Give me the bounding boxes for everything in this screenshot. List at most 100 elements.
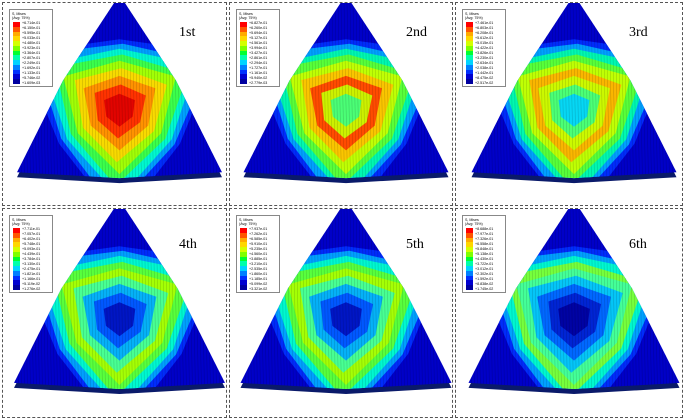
legend-value: +3.321e-02: [249, 287, 268, 291]
legend-value: +4.561e-01: [249, 41, 268, 45]
legend-value: +5.093e-01: [22, 247, 41, 251]
legend-header: S, Mises (Avg: 75%): [12, 12, 30, 20]
legend-swatch: [13, 251, 20, 257]
legend-swatch: [240, 45, 247, 51]
legend-value: +1.860e-01: [249, 272, 268, 276]
legend-swatch: [13, 232, 20, 238]
color-legend: S, Mises (Avg: 75%) +6.714e-01 +6.150e-01 +…: [9, 9, 53, 87]
legend-swatch: [466, 69, 473, 75]
stress-contour-plot: [243, 3, 449, 184]
legend-swatch: [13, 41, 20, 46]
legend-value: +5.127e-01: [249, 36, 268, 40]
legend-swatch: [13, 31, 20, 37]
legend-value: +3.826e-01: [475, 51, 494, 55]
legend-swatch: [466, 31, 473, 37]
legend-swatch: [240, 60, 247, 65]
legend-swatch: [13, 60, 20, 65]
legend-swatch: [240, 79, 247, 84]
legend-value: +6.714e-01: [22, 21, 41, 25]
legend-value: +5.595e-01: [22, 31, 41, 35]
legend-swatch: [13, 275, 20, 281]
legend-value: +3.885e-01: [249, 257, 268, 261]
legend-value: +7.461e-01: [475, 21, 494, 25]
legend-value: +1.133e-01: [22, 71, 41, 75]
legend-value: +8.688e-01: [475, 227, 494, 231]
legend-value: +7.937e-01: [249, 227, 268, 231]
legend-value: +5.612e-01: [475, 36, 494, 40]
legend-swatch: [240, 261, 247, 267]
legend-swatch: [13, 247, 20, 252]
legend-swatch: [466, 60, 473, 65]
legend-value: +1.276e-02: [22, 287, 41, 291]
legend-swatch: [240, 251, 247, 257]
legend-swatch: [240, 247, 247, 252]
legend-swatch: [13, 79, 20, 84]
legend-swatch: [13, 280, 20, 286]
stress-contour-plot: [17, 3, 222, 184]
legend-value: +6.150e-01: [22, 26, 41, 30]
legend-swatch: [466, 22, 473, 27]
legend-value: +5.119e-02: [22, 282, 41, 286]
legend-swatches: [13, 22, 20, 84]
legend-value: +3.012e-01: [475, 267, 494, 271]
legend-value: +1.185e-01: [249, 277, 268, 281]
legend-value: +5.746e-02: [22, 76, 41, 80]
legend-swatches: [240, 228, 247, 290]
legend-swatch: [13, 50, 20, 56]
legend-swatches: [240, 22, 247, 84]
legend-swatch: [240, 31, 247, 37]
legend-value: +1.727e-01: [249, 66, 268, 70]
legend-swatch: [240, 55, 247, 61]
legend-value: +3.427e-01: [249, 51, 268, 55]
legend-value: +1.161e-01: [249, 71, 268, 75]
legend-swatch: [466, 266, 473, 271]
legend-swatch: [240, 275, 247, 281]
legend-value: +2.807e-01: [22, 56, 41, 60]
legend-swatch: [240, 74, 247, 80]
legend-swatch: [240, 228, 247, 233]
legend-value: +2.517e-02: [475, 81, 494, 85]
legend-value: +4.480e-01: [22, 41, 41, 45]
color-legend: S, Mises (Avg: 75%) +7.937e-01 +7.262e-01 +…: [236, 215, 280, 293]
legend-header: S, Mises (Avg: 75%): [12, 218, 30, 226]
legend-value: +6.402e-01: [22, 237, 41, 241]
legend-value: +7.977e-01: [475, 232, 494, 236]
legend-swatch: [466, 237, 473, 243]
legend-header: S, Mises (Avg: 75%): [465, 218, 483, 226]
legend-swatch: [240, 69, 247, 75]
legend-value: +6.558e-01: [475, 242, 494, 246]
mode-panel-6: S, Mises (Avg: 75%) +8.688e-01 +7.977e-01 +…: [455, 208, 683, 418]
legend-value: +8.475e-02: [475, 76, 494, 80]
legend-swatch: [13, 69, 20, 75]
legend-value: +5.848e-01: [475, 247, 494, 251]
color-legend: S, Mises (Avg: 75%) +7.711e-01 +7.057e-01 +…: [9, 215, 53, 293]
legend-swatch: [240, 237, 247, 243]
legend-value: +7.711e-01: [22, 227, 41, 231]
legend-value: +5.694e-01: [249, 31, 268, 35]
mode-label: 1st: [179, 25, 196, 40]
legend-value: +6.260e-01: [249, 26, 268, 30]
legend-swatch: [240, 64, 247, 70]
stress-contour-plot: [471, 3, 677, 184]
legend-value: +2.861e-01: [249, 56, 268, 60]
mode-panel-3: S, Mises (Avg: 75%) +7.461e-01 +6.803e-01 +…: [455, 2, 683, 206]
mode-panel-1: S, Mises (Avg: 75%) +6.714e-01 +6.150e-01 +…: [2, 2, 227, 206]
mode-label: 2nd: [406, 25, 427, 40]
legend-value: +3.784e-01: [22, 257, 41, 261]
mode-panel-4: S, Mises (Avg: 75%) +7.711e-01 +7.057e-01 +…: [2, 208, 227, 418]
legend-value: +3.923e-01: [22, 46, 41, 50]
legend-value: +3.130e-01: [22, 262, 41, 266]
legend-swatch: [466, 45, 473, 51]
legend-value: +1.692e-01: [22, 66, 41, 70]
legend-swatch: [13, 45, 20, 51]
legend-value: +3.722e-01: [475, 262, 494, 266]
legend-value: +7.326e-01: [475, 237, 494, 241]
legend-header: S, Mises (Avg: 75%): [239, 12, 257, 20]
legend-value: +5.910e-01: [249, 242, 268, 246]
legend-swatch: [240, 50, 247, 56]
legend-value: +2.779e-03: [249, 81, 268, 85]
legend-swatch: [466, 247, 473, 252]
legend-value: +2.038e-01: [475, 66, 494, 70]
legend-value: +1.745e-02: [475, 287, 494, 291]
